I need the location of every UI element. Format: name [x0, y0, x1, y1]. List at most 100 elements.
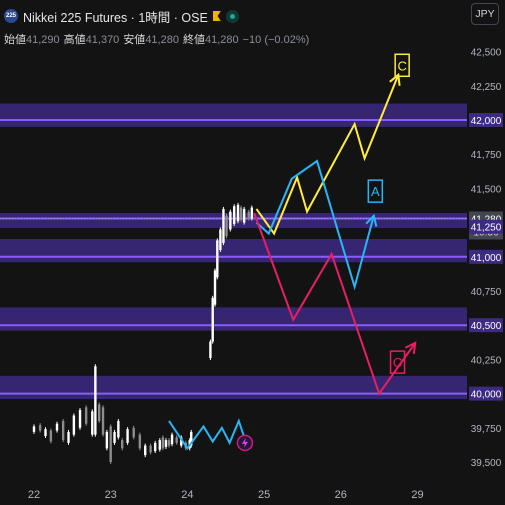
price-tag: [469, 249, 503, 264]
candle-body: [225, 215, 228, 237]
change-value: −10 (−0.02%): [242, 34, 310, 46]
y-tick-label: 40,750: [471, 287, 502, 298]
forecast-path: [168, 418, 249, 451]
wave-label-box: [367, 179, 384, 203]
y-tick-label: 41,750: [471, 150, 502, 161]
lightning-bolt-icon: [241, 437, 248, 448]
x-tick-label: 29: [411, 489, 423, 501]
support-resistance-zones: [0, 103, 467, 400]
candle-body: [49, 430, 53, 442]
candle-body: [144, 445, 147, 456]
x-tick-label: 25: [258, 489, 270, 501]
high-label: 高値: [63, 34, 86, 46]
candle-body: [132, 427, 135, 438]
y-tick-label: 41,500: [471, 184, 502, 195]
close-label: 終値: [182, 34, 205, 46]
wave-label-box: [389, 350, 406, 374]
candle-body: [94, 366, 97, 435]
y-tick-label: 40,500: [471, 321, 502, 332]
bookmark-flag-icon[interactable]: [212, 11, 221, 21]
chart-icons: [236, 434, 254, 452]
candle-body: [149, 445, 152, 453]
chart-header: 225 Nikkei 225 Futures · 1時間 · OSE: [4, 6, 239, 26]
x-tick-label: 24: [181, 489, 193, 501]
candle-body: [113, 431, 116, 443]
high-value: 41,370: [85, 34, 120, 46]
open-label: 始値: [4, 34, 26, 46]
candle-body: [213, 270, 217, 305]
forecast-arrowhead: [389, 72, 401, 86]
candle-body: [167, 440, 171, 446]
candle-body: [247, 211, 250, 219]
open-value: 41,290: [26, 34, 60, 46]
candle-body: [236, 204, 240, 222]
candle-body: [242, 208, 246, 223]
forecast-paths: [168, 72, 417, 451]
candle-body: [232, 206, 236, 224]
y-tick-label: 42,500: [471, 48, 502, 59]
candle-body: [72, 415, 76, 435]
price-tag: [469, 386, 503, 401]
candle-body: [209, 341, 212, 359]
candle-body: [109, 426, 112, 462]
zone-band: [0, 239, 467, 263]
candle-body: [97, 404, 101, 421]
y-tick-label: 39,500: [471, 458, 502, 469]
wave-label-box: [394, 53, 410, 78]
y-tick-label: 40,000: [471, 390, 502, 401]
candle-body: [211, 297, 214, 342]
wave-label: A: [371, 184, 380, 199]
candle-body: [170, 434, 174, 445]
x-tick-label: 22: [28, 489, 40, 501]
y-tick-label: 41,000: [471, 253, 502, 264]
price-tag: [469, 113, 503, 127]
candle-body: [158, 440, 161, 450]
wave-label: C: [397, 58, 406, 73]
candle-body: [153, 442, 157, 452]
price-axis: 42,50042,25042,00041,75041,50041,28010:3…: [469, 48, 503, 469]
symbol-title[interactable]: Nikkei 225 Futures · 1時間 · OSE: [23, 10, 208, 25]
candle-body: [44, 429, 47, 437]
wave-label: C: [393, 355, 402, 370]
x-tick-label: 23: [105, 489, 117, 501]
time-axis: 22 23 24 25 26 29: [28, 489, 424, 501]
candle-body: [67, 431, 70, 443]
forecast-path: [253, 212, 417, 396]
price-tag: [469, 318, 503, 333]
candle-body: [250, 207, 254, 219]
candle-body: [38, 425, 42, 431]
y-tick-label: 40,250: [471, 355, 502, 366]
candle-body: [105, 431, 109, 449]
price-tag: [469, 219, 503, 234]
candle-body: [91, 411, 94, 435]
candle-body: [190, 431, 193, 446]
forecast-path: [255, 159, 375, 291]
candle-body: [61, 420, 65, 441]
y-tick-label: 41,250: [471, 223, 502, 234]
currency-button[interactable]: JPY: [471, 3, 499, 25]
candle-body: [216, 240, 219, 278]
candle-body: [78, 410, 82, 428]
zone-band: [0, 307, 467, 331]
market-open-dot-icon: [225, 9, 239, 23]
candle-body: [239, 207, 243, 220]
wave-labels: C A C: [367, 53, 410, 374]
zone-band: [0, 103, 467, 127]
candle-body: [138, 434, 142, 449]
candle-body: [219, 229, 222, 250]
candle-body: [164, 440, 168, 447]
forecast-arrowhead: [404, 341, 417, 355]
candle-body: [117, 420, 120, 438]
low-label: 安値: [123, 34, 146, 46]
y-tick-label: 39,750: [471, 424, 502, 435]
candle-body: [161, 437, 165, 449]
low-value: 41,280: [145, 34, 179, 46]
nikkei-logo-icon: 225: [4, 9, 18, 23]
x-tick-label: 26: [335, 489, 347, 501]
candle-body: [229, 211, 232, 230]
candle-body: [126, 429, 129, 443]
y-tick-label: 42,250: [471, 82, 502, 93]
candle-body: [55, 423, 59, 431]
candle-body: [101, 407, 105, 435]
